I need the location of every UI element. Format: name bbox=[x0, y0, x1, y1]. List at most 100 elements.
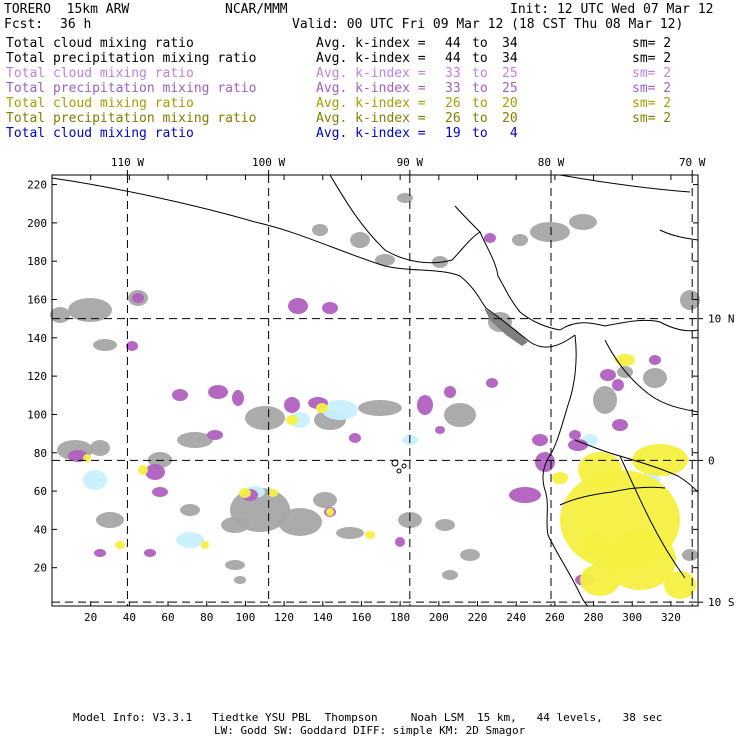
model-fields-layer bbox=[50, 193, 700, 599]
gray-field-region bbox=[221, 517, 249, 533]
coastline bbox=[401, 463, 407, 469]
gray-field-region bbox=[435, 519, 455, 531]
purple-field-region bbox=[395, 537, 405, 547]
gray-field-region bbox=[442, 570, 458, 580]
purple-field-region bbox=[532, 434, 548, 446]
gray-field-region bbox=[375, 254, 395, 266]
latlon-grid-layer bbox=[52, 175, 698, 606]
legend-field: Total cloud mixing ratio bbox=[6, 36, 194, 51]
coastline bbox=[619, 455, 686, 579]
legend-kindex-to: 34 bbox=[502, 51, 518, 66]
x-tick-label: 320 bbox=[661, 611, 681, 624]
gray-field-region bbox=[278, 508, 322, 536]
legend-to-word: to bbox=[472, 111, 488, 126]
gray-field-region bbox=[90, 440, 110, 456]
legend-kindex-from: 44 bbox=[445, 36, 461, 51]
yellow-field-region bbox=[326, 508, 334, 516]
purple-field-region bbox=[569, 430, 581, 440]
purple-field-region bbox=[322, 302, 338, 314]
model-name: TORERO 15km ARW bbox=[4, 2, 130, 17]
lon-label: 110 W bbox=[111, 156, 144, 169]
legend-smoothing: sm= 2 bbox=[632, 51, 672, 66]
longitude-labels: 110 W 100 W 90 W 80 W 70 W bbox=[111, 156, 706, 175]
yellow-field-region bbox=[580, 564, 620, 596]
gray-field-region bbox=[569, 214, 597, 230]
gray-field-region bbox=[312, 224, 328, 236]
lon-label: 70 W bbox=[679, 156, 706, 169]
y-tick-label: 120 bbox=[27, 370, 47, 383]
yellow-field-region bbox=[268, 489, 278, 497]
init-time: Init: 12 UTC Wed 07 Mar 12 bbox=[510, 2, 714, 17]
purple-field-region bbox=[145, 464, 165, 480]
coastline bbox=[479, 231, 561, 331]
purple-field-region bbox=[152, 487, 168, 497]
y-tick-label: 200 bbox=[27, 217, 47, 230]
coastline bbox=[329, 174, 481, 264]
gray-field-region bbox=[643, 368, 667, 388]
gray-field-region bbox=[313, 492, 337, 508]
purple-field-region bbox=[232, 390, 244, 406]
gray-field-region bbox=[177, 432, 213, 448]
gray-field-region bbox=[336, 527, 364, 539]
coastline bbox=[559, 174, 691, 193]
gray-field-region bbox=[50, 307, 70, 323]
legend-kindex-from: 26 bbox=[445, 96, 461, 111]
legend-kindex-to: 20 bbox=[502, 96, 518, 111]
y-tick-label: 140 bbox=[27, 332, 47, 345]
gray-field-region bbox=[680, 290, 700, 310]
x-tick-label: 200 bbox=[429, 611, 449, 624]
y-tick-label: 100 bbox=[27, 408, 47, 421]
x-tick-label: 280 bbox=[584, 611, 604, 624]
lon-label: 90 W bbox=[397, 156, 424, 169]
coastline bbox=[542, 334, 589, 607]
legend-kindex-to: 34 bbox=[502, 36, 518, 51]
purple-field-region bbox=[444, 386, 456, 398]
forecast-hours: 36 h bbox=[60, 17, 92, 32]
gray-field-region bbox=[225, 560, 245, 570]
lightblue-field-region bbox=[176, 532, 204, 548]
forecast-label: Fcst: bbox=[4, 17, 44, 32]
purple-field-region bbox=[172, 389, 188, 401]
gray-field-region bbox=[96, 512, 124, 528]
purple-field-region bbox=[600, 369, 616, 381]
yellow-field-region bbox=[138, 465, 148, 475]
legend-kindex-label: Avg. k-index = bbox=[316, 66, 434, 81]
model-info-line2: LW: Godd SW: Goddard DIFF: simple KM: 2D… bbox=[214, 724, 526, 737]
x-tick-label: 300 bbox=[622, 611, 642, 624]
yellow-field-region bbox=[286, 415, 298, 425]
organization: NCAR/MMM bbox=[225, 2, 288, 17]
y-axis-ticks: 20 40 60 80 100 120 140 160 180 200 220 bbox=[27, 179, 698, 575]
gray-field-region bbox=[512, 234, 528, 246]
lon-label: 80 W bbox=[538, 156, 565, 169]
legend-field: Total precipitation mixing ratio bbox=[6, 81, 257, 96]
x-tick-label: 240 bbox=[506, 611, 526, 624]
legend-to-word: to bbox=[472, 66, 488, 81]
purple-field-region bbox=[417, 395, 433, 415]
purple-field-region bbox=[207, 430, 223, 440]
lightblue-field-region bbox=[83, 470, 107, 490]
legend-kindex-from: 26 bbox=[445, 111, 461, 126]
yellow-field-region bbox=[632, 444, 688, 476]
lat-label: 0 bbox=[708, 454, 715, 467]
gray-field-region bbox=[682, 549, 698, 561]
legend-kindex-label: Avg. k-index = bbox=[316, 126, 434, 141]
legend-to-word: to bbox=[472, 96, 488, 111]
legend-kindex-from: 44 bbox=[445, 51, 461, 66]
legend-smoothing: sm= 2 bbox=[632, 96, 672, 111]
yellow-field-region bbox=[604, 530, 676, 590]
legend-kindex-to: 25 bbox=[502, 66, 518, 81]
legend-kindex-label: Avg. k-index = bbox=[316, 51, 434, 66]
x-tick-label: 60 bbox=[161, 611, 174, 624]
coastline bbox=[559, 319, 699, 332]
purple-field-region bbox=[94, 549, 106, 557]
purple-field-region bbox=[535, 452, 555, 472]
gray-field-region bbox=[397, 193, 413, 203]
valid-time: Valid: 00 UTC Fri 09 Mar 12 (18 CST Thu … bbox=[292, 17, 684, 32]
gray-field-region bbox=[68, 298, 112, 322]
gray-field-region bbox=[593, 386, 617, 414]
purple-field-region bbox=[568, 439, 588, 451]
legend-kindex-label: Avg. k-index = bbox=[316, 36, 434, 51]
y-tick-label: 80 bbox=[34, 447, 47, 460]
purple-field-region bbox=[612, 419, 628, 431]
x-tick-label: 20 bbox=[84, 611, 97, 624]
